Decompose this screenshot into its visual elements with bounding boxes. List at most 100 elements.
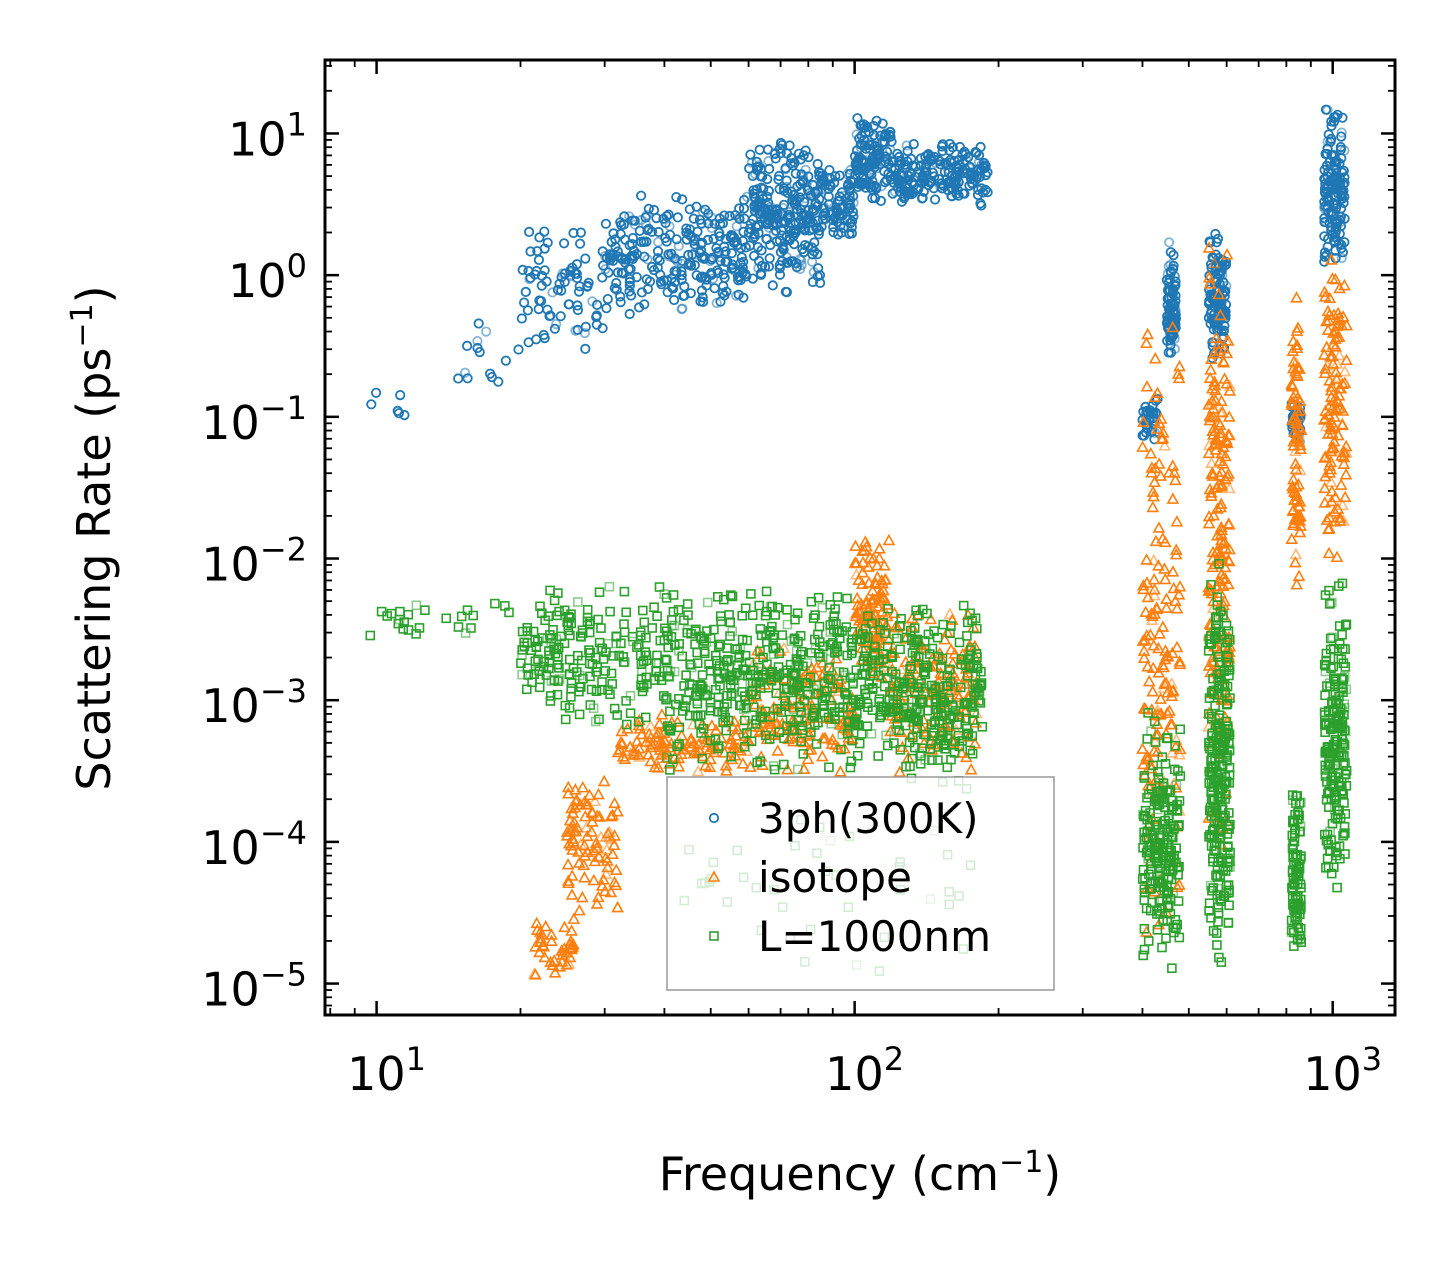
data-point	[572, 304, 584, 316]
data-point	[598, 654, 609, 664]
data-point	[1162, 310, 1174, 321]
data-point	[893, 705, 904, 716]
data-point	[1334, 751, 1345, 761]
data-point	[1333, 401, 1346, 414]
data-point	[942, 685, 956, 698]
data-point	[1290, 291, 1303, 303]
data-point	[1148, 588, 1161, 601]
data-point	[1173, 657, 1187, 670]
data-point	[1213, 908, 1224, 918]
data-point	[754, 144, 765, 155]
data-point	[588, 794, 602, 807]
data-point	[1327, 308, 1341, 320]
data-point	[1210, 249, 1221, 260]
data-point	[629, 215, 640, 226]
data-point	[575, 890, 589, 903]
data-point	[1211, 502, 1224, 514]
data-point	[871, 115, 882, 126]
data-point	[869, 630, 883, 642]
data-point	[905, 663, 915, 674]
data-point	[960, 149, 971, 160]
data-point	[637, 686, 648, 697]
data-point	[864, 611, 878, 623]
data-point	[539, 226, 550, 237]
data-point	[740, 650, 751, 661]
data-point	[762, 174, 773, 185]
data-point	[615, 229, 626, 240]
data-point	[1318, 481, 1332, 494]
data-point	[790, 225, 801, 236]
data-point	[1160, 601, 1173, 613]
data-point	[734, 652, 745, 663]
data-point	[1212, 872, 1223, 882]
data-point	[535, 601, 545, 612]
data-point	[611, 277, 622, 289]
data-point	[549, 323, 561, 334]
data-point	[596, 623, 606, 633]
data-point	[1137, 578, 1150, 591]
data-point	[740, 603, 751, 614]
data-point	[609, 863, 623, 875]
data-point	[1285, 398, 1299, 410]
data-point	[519, 641, 530, 652]
data-point	[1290, 324, 1304, 336]
data-point	[1157, 903, 1167, 913]
data-point	[1204, 352, 1218, 365]
data-point	[818, 203, 829, 214]
data-point	[647, 623, 658, 633]
data-point	[914, 748, 925, 759]
data-point	[655, 269, 666, 280]
data-point	[704, 659, 714, 670]
data-point	[1208, 856, 1218, 867]
data-point	[1205, 489, 1218, 502]
data-point	[1168, 250, 1179, 261]
data-point	[763, 682, 774, 693]
data-point	[574, 709, 585, 720]
data-point	[1328, 643, 1339, 654]
data-point	[1210, 544, 1224, 557]
data-point	[1219, 572, 1232, 585]
data-point	[825, 674, 835, 685]
data-point	[876, 590, 890, 603]
data-point	[1337, 193, 1348, 204]
data-point	[813, 629, 823, 640]
data-point	[1173, 862, 1184, 872]
data-point	[545, 691, 556, 701]
data-point	[727, 626, 738, 637]
data-point	[816, 221, 827, 232]
data-point	[882, 740, 893, 751]
data-point	[792, 679, 803, 690]
data-point	[1217, 254, 1228, 265]
data-point	[604, 809, 618, 822]
data-point	[1167, 795, 1178, 806]
data-point	[608, 651, 618, 661]
data-point	[1166, 459, 1180, 471]
data-point	[568, 227, 579, 239]
data-point	[1217, 804, 1228, 815]
data-point	[1222, 410, 1236, 422]
data-point	[803, 711, 816, 724]
data-point	[1330, 112, 1341, 123]
data-point	[555, 311, 566, 322]
data-point	[1205, 308, 1216, 319]
data-point	[819, 701, 829, 712]
data-point	[667, 754, 678, 765]
data-point	[735, 257, 746, 269]
data-point	[1212, 344, 1226, 356]
data-point	[1175, 724, 1185, 735]
data-point	[468, 610, 479, 621]
data-point	[745, 677, 756, 688]
data-point	[704, 256, 716, 267]
data-point	[1329, 340, 1343, 352]
data-point	[1209, 432, 1223, 444]
data-point	[539, 919, 553, 932]
data-point	[889, 738, 899, 748]
data-point	[1165, 247, 1176, 258]
data-point	[597, 643, 608, 654]
data-point	[1146, 500, 1160, 513]
data-point	[720, 234, 731, 245]
data-point	[791, 659, 802, 670]
data-point	[709, 218, 720, 229]
data-point	[1323, 129, 1334, 140]
data-point	[710, 650, 721, 661]
